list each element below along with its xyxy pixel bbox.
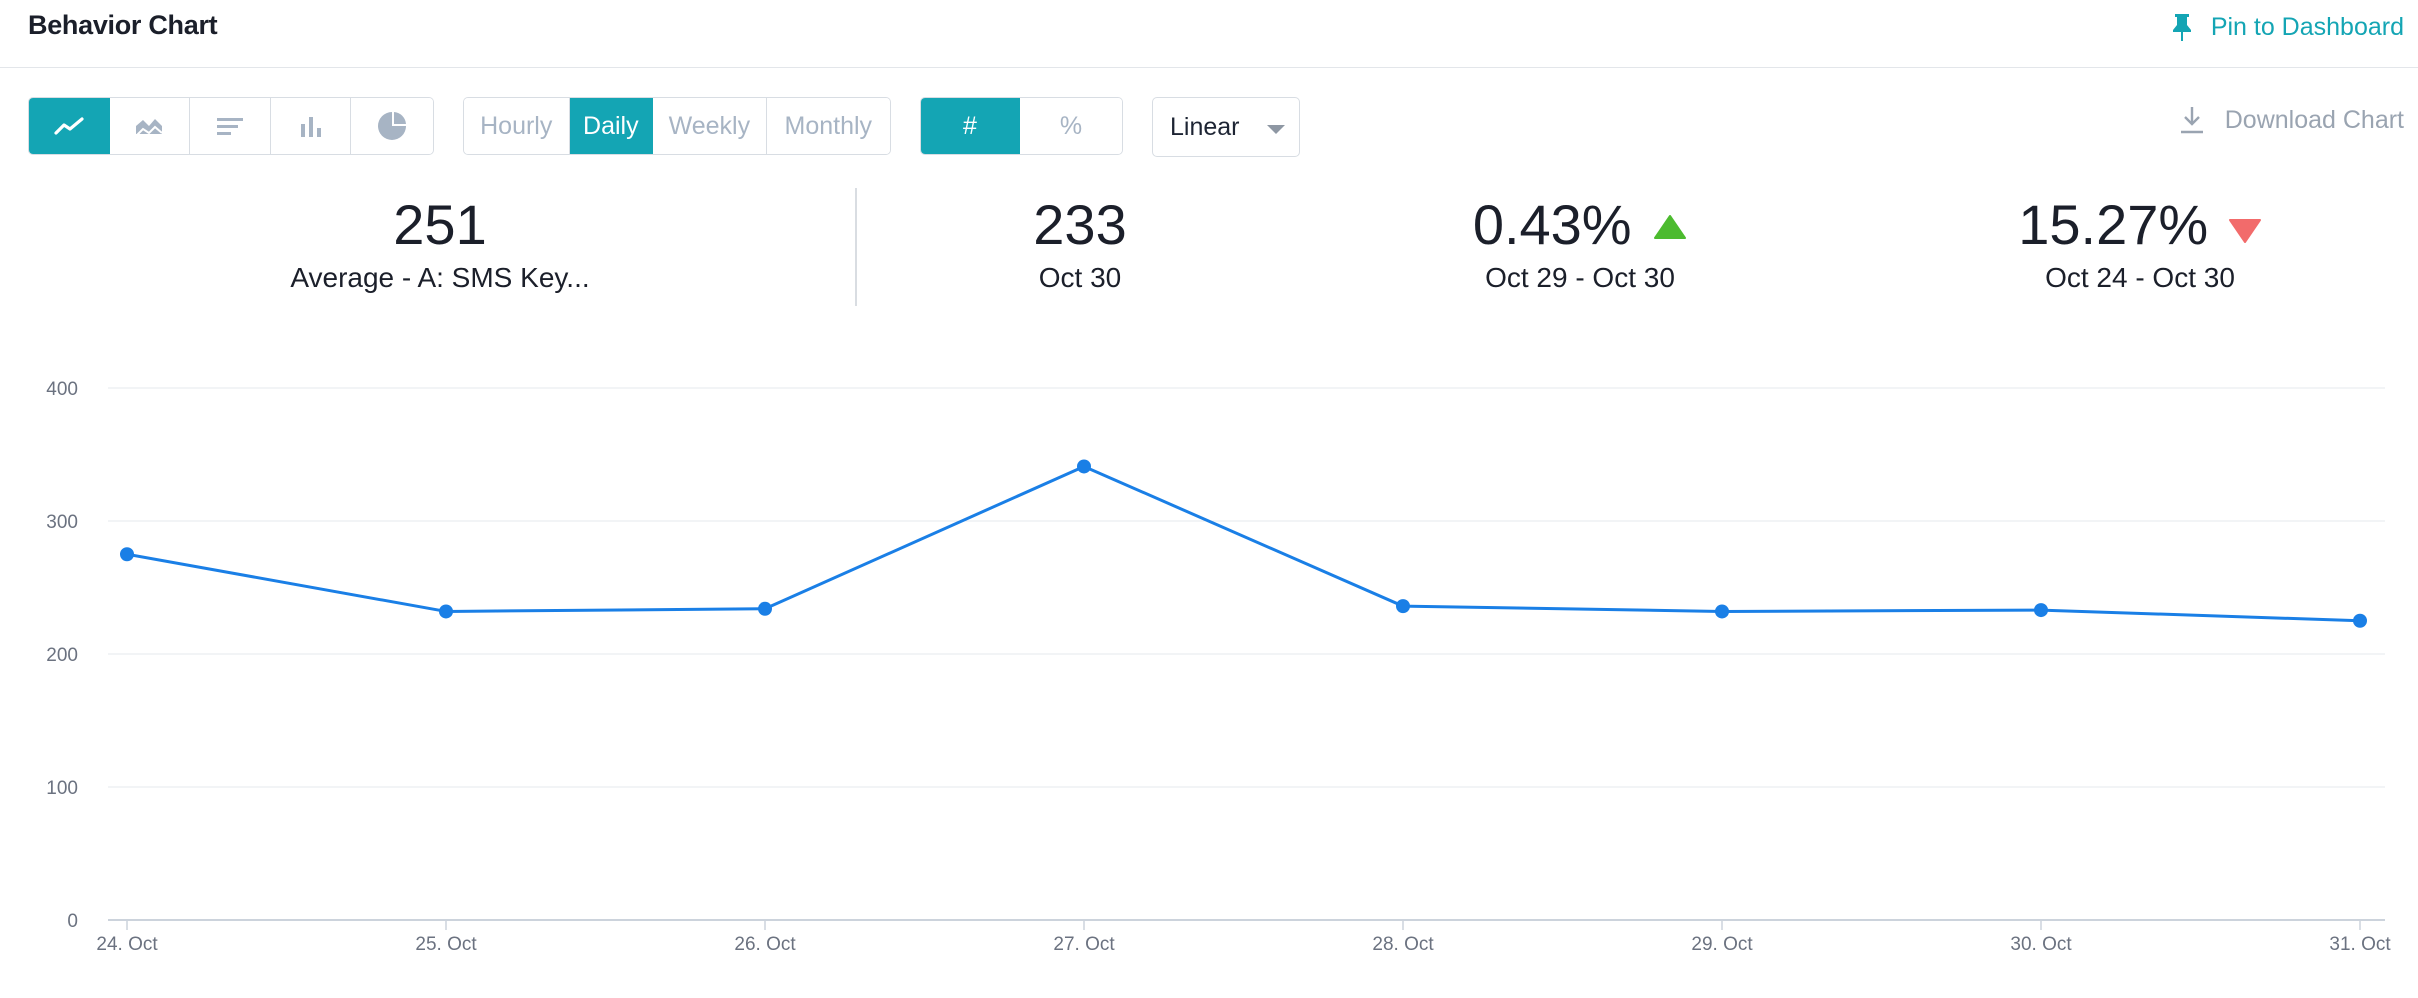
data-point[interactable] xyxy=(439,604,453,619)
stat-week-change-value: 15.27% xyxy=(2018,193,2209,256)
stat-latest-label: Oct 30 xyxy=(1038,262,1122,293)
interval-monthly-label: Monthly xyxy=(784,111,873,140)
data-point[interactable] xyxy=(120,547,134,562)
stat-day-change: 0.43% Oct 29 - Oct 30 xyxy=(1420,190,1740,296)
line-chart-button[interactable] xyxy=(29,98,110,154)
x-tick-label: 26. Oct xyxy=(734,934,796,955)
interval-hourly-button[interactable]: Hourly xyxy=(464,98,570,154)
data-point[interactable] xyxy=(2034,603,2048,618)
y-tick-label: 200 xyxy=(46,645,78,666)
unit-percent-label: % xyxy=(1059,111,1083,140)
pie-chart-button[interactable] xyxy=(351,98,433,154)
unit-count-label: # xyxy=(963,111,977,140)
x-tick-label: 31. Oct xyxy=(2329,934,2391,955)
horizontal-bar-button[interactable] xyxy=(190,98,271,154)
header-bar: Behavior Chart Pin to Dashboard xyxy=(0,0,2418,68)
column-chart-icon xyxy=(300,117,321,137)
chevron-down-icon xyxy=(1267,125,1285,134)
download-icon xyxy=(2180,107,2203,134)
pin-to-dashboard-label: Pin to Dashboard xyxy=(2210,12,2404,41)
unit-percent-button[interactable]: % xyxy=(1020,98,1122,154)
line-chart-icon xyxy=(54,117,84,135)
y-tick-label: 0 xyxy=(67,911,78,932)
stat-week-change-label: Oct 24 - Oct 30 xyxy=(2045,262,2235,293)
data-point[interactable] xyxy=(1396,599,1410,614)
horizontal-bar-icon xyxy=(217,118,244,135)
page-title: Behavior Chart xyxy=(28,10,218,40)
interval-group: Hourly Daily Weekly Monthly xyxy=(463,97,891,155)
x-tick-label: 29. Oct xyxy=(1691,934,1753,955)
chart-type-group xyxy=(28,97,434,155)
download-chart-label: Download Chart xyxy=(2224,105,2404,134)
column-chart-button[interactable] xyxy=(270,98,352,154)
interval-monthly-button[interactable]: Monthly xyxy=(766,98,890,154)
stat-average-value: 251 xyxy=(393,193,487,256)
unit-group: # % xyxy=(920,97,1123,155)
pie-chart-icon xyxy=(378,112,407,140)
stat-latest-value: 233 xyxy=(1033,193,1127,256)
y-axis: 0 100 200 300 400 xyxy=(46,379,78,932)
trend-down-icon xyxy=(2228,219,2261,243)
interval-daily-label: Daily xyxy=(583,111,639,140)
chart-grid xyxy=(108,387,2385,921)
interval-weekly-label: Weekly xyxy=(668,111,751,140)
x-tick-label: 25. Oct xyxy=(415,934,477,955)
interval-hourly-label: Hourly xyxy=(480,111,553,140)
interval-daily-button[interactable]: Daily xyxy=(569,98,654,154)
area-chart-button[interactable] xyxy=(109,98,191,154)
data-point[interactable] xyxy=(1715,604,1729,619)
x-tick-label: 27. Oct xyxy=(1053,934,1115,955)
data-point[interactable] xyxy=(758,601,772,616)
scale-select[interactable]: Linear xyxy=(1152,97,1300,157)
stat-week-change: 15.27% Oct 24 - Oct 30 xyxy=(1970,190,2310,296)
pin-to-dashboard-button[interactable]: Pin to Dashboard xyxy=(2171,12,2404,42)
x-tick-label: 28. Oct xyxy=(1372,934,1434,955)
interval-weekly-button[interactable]: Weekly xyxy=(653,98,767,154)
series-line xyxy=(126,464,2361,623)
x-axis: 24. Oct 25. Oct 26. Oct 27. Oct 28. Oct 29. O… xyxy=(96,920,2391,955)
stat-latest: 233 Oct 30 xyxy=(930,190,1230,296)
chart-series xyxy=(120,459,2367,628)
x-tick-label: 24. Oct xyxy=(96,934,158,955)
stat-average-label: Average - A: SMS Key... xyxy=(290,262,590,293)
stat-divider xyxy=(855,188,857,306)
stat-average: 251 Average - A: SMS Key... xyxy=(240,190,640,296)
y-tick-label: 100 xyxy=(46,778,78,799)
pin-icon xyxy=(2172,14,2191,41)
trend-up-icon xyxy=(1654,215,1687,239)
stat-day-change-label: Oct 29 - Oct 30 xyxy=(1485,262,1675,293)
unit-count-button[interactable]: # xyxy=(921,98,1021,154)
data-point[interactable] xyxy=(2353,613,2367,628)
y-tick-label: 400 xyxy=(46,379,78,400)
behavior-line-chart: 0 100 200 300 400 24. Oct 25. Oct 26. Oct 27. O… xyxy=(46,379,2391,955)
area-chart-icon xyxy=(135,119,164,137)
x-tick-label: 30. Oct xyxy=(2010,934,2072,955)
y-tick-label: 300 xyxy=(46,512,78,533)
stat-day-change-value: 0.43% xyxy=(1472,193,1632,256)
download-chart-button[interactable]: Download Chart xyxy=(2179,105,2404,135)
data-point[interactable] xyxy=(1077,459,1091,474)
scale-select-value: Linear xyxy=(1170,112,1240,141)
